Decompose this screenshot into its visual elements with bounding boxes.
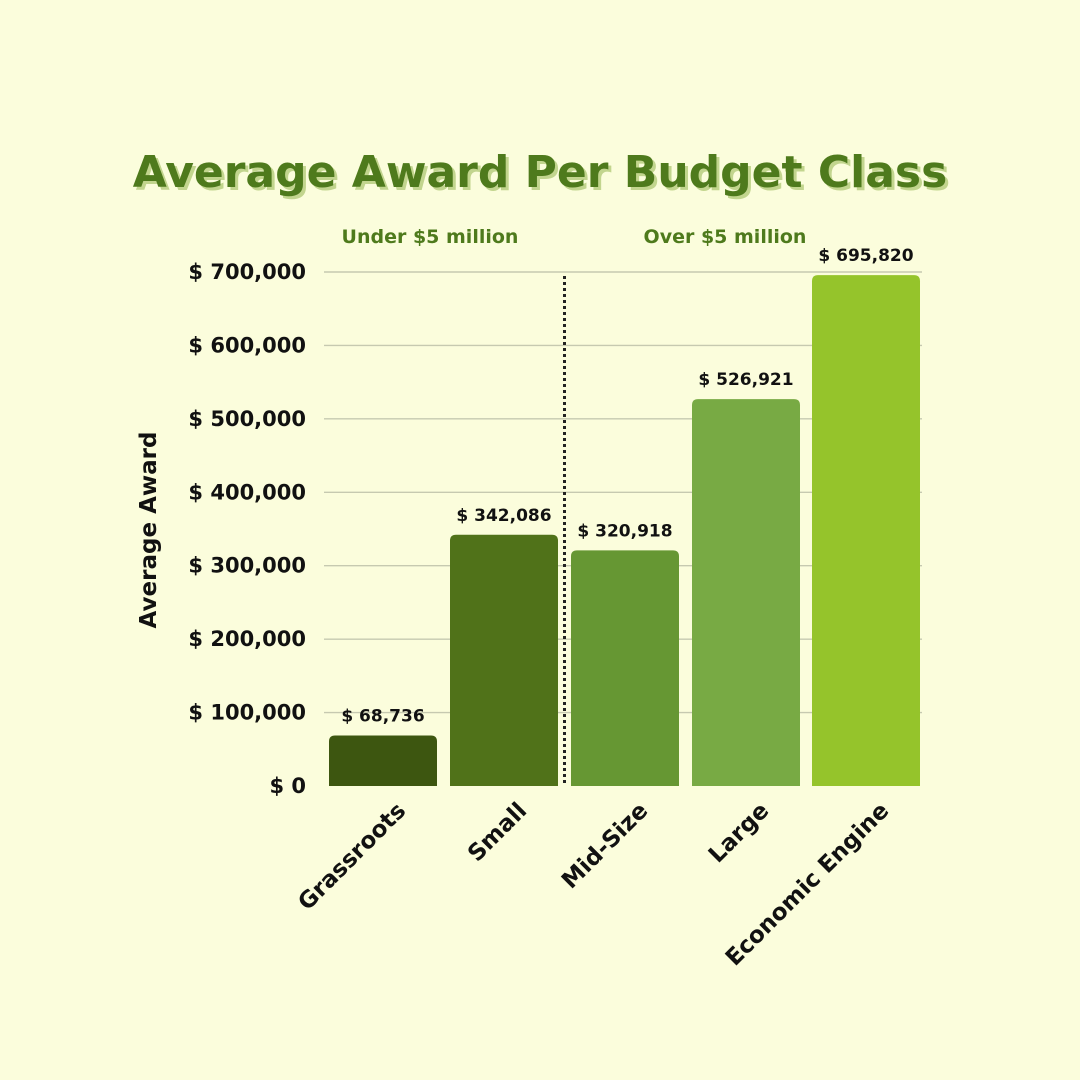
y-tick-label-7: $ 700,000 [188,260,306,284]
bars [329,275,920,786]
y-tick-label-6: $ 600,000 [188,333,306,357]
x-tick-label-1: Small [463,798,532,867]
x-tick-label-2: Mid-Size [557,798,653,894]
data-label-1: $ 342,086 [456,506,551,526]
y-tick-label-5: $ 500,000 [188,407,306,431]
group-label-under: Under $5 million [342,226,519,248]
y-axis-label: Average Award [136,432,162,629]
bar-2 [571,550,679,786]
data-label-2: $ 320,918 [577,521,672,541]
x-tick-label-0: Grassroots [293,798,411,916]
y-axis-ticks: $ 0 $ 100,000 $ 200,000 $ 300,000 $ 400,000 $… [188,260,306,798]
bar-3 [692,399,800,786]
y-tick-label-1: $ 100,000 [188,701,306,725]
bar-1 [450,534,558,786]
y-tick-label-0: $ 0 [269,774,306,798]
data-label-4: $ 695,820 [818,246,913,266]
y-tick-label-4: $ 400,000 [188,480,306,504]
chart-title: Average Award Per Budget Class [133,147,948,198]
x-tick-label-3: Large [704,798,774,868]
y-tick-label-2: $ 200,000 [188,627,306,651]
bar-4 [812,275,920,786]
chart-title-shadow: Average Award Per Budget Class [136,150,951,201]
data-labels: $ 68,736 $ 342,086 $ 320,918 $ 526,921 $ 695… [341,246,913,726]
data-label-0: $ 68,736 [341,707,424,727]
bar-0 [329,735,437,786]
y-tick-label-3: $ 300,000 [188,554,306,578]
data-label-3: $ 526,921 [698,370,793,390]
group-label-over: Over $5 million [644,226,807,248]
